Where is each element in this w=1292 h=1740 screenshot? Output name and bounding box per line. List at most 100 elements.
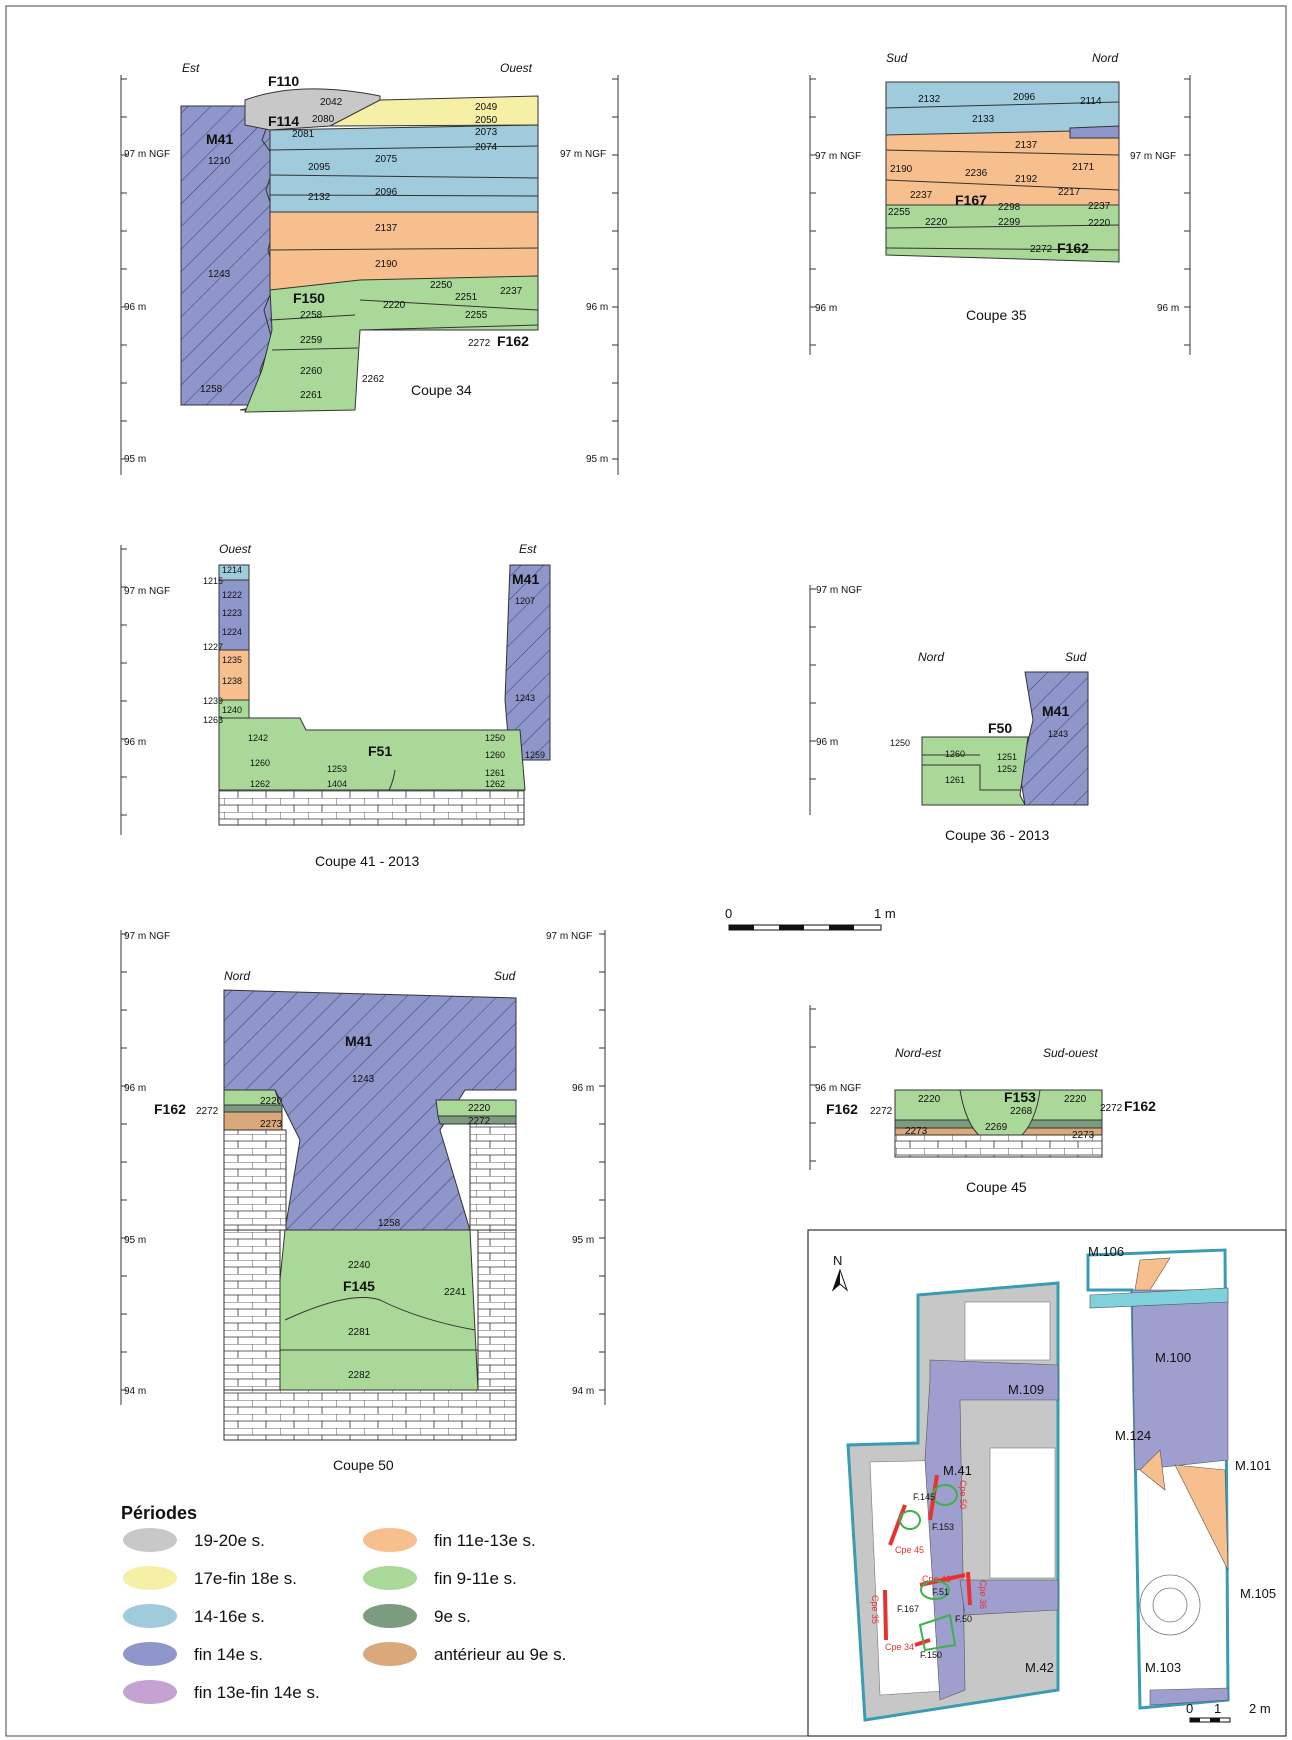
legend-swatch [363,1528,417,1552]
plan-wall-label: M.109 [1008,1382,1044,1397]
legend-item: fin 9-11e s. [363,1566,517,1590]
us-label: 1261 [945,775,965,785]
us-label: 2217 [1058,187,1081,198]
plan-wall-label: M.106 [1088,1244,1124,1259]
legend-item: 14-16e s. [123,1604,265,1628]
coupe36-m41: M41 [1042,703,1069,719]
coupe35-axis-96: 96 m [815,303,837,314]
us-label: 1261 [485,768,505,778]
coupe35-f162: F162 [1057,240,1089,256]
coupe34-axis-95: 95 m [124,454,146,465]
plan-feature-label: F.50 [955,1614,972,1624]
us-label: 2250 [430,280,453,291]
us-label: 2095 [308,162,331,173]
coupe35-west-label: Sud [886,51,908,65]
plan-scale-label: 1 [1214,1701,1221,1716]
legend-swatch [123,1642,177,1666]
coupe36-axis-97: 97 m NGF [816,585,862,596]
us-label: 2273 [260,1119,283,1130]
coupe41-axis-96: 96 m [124,737,146,748]
us-label: 2240 [348,1260,371,1271]
legend-item: fin 13e-fin 14e s. [123,1680,320,1704]
legend-label: fin 11e-13e s. [434,1531,536,1550]
plan-wall-label: M.103 [1145,1660,1181,1675]
us-label: 2132 [918,94,941,105]
legend-item: 9e s. [363,1604,471,1628]
coupe45-axis-96: 96 m NGF [815,1083,861,1094]
us-label: 1251 [997,752,1017,762]
us-label: 1259 [525,750,545,760]
coupe35-caption: Coupe 35 [966,307,1027,323]
coupe-45: Nord-est Sud-ouest F153 F162 F162 Coupe … [809,1005,1156,1195]
us-label: 2269 [985,1122,1008,1133]
us-label: 2075 [375,154,398,165]
legend-label: 19-20e s. [194,1531,265,1550]
us-label: 1262 [485,779,505,789]
us-label: 2220 [1064,1094,1087,1105]
us-label: 1253 [327,764,347,774]
us-label: 1238 [222,676,242,686]
coupe34-east-label: Ouest [500,61,533,75]
us-label: 1210 [208,156,231,167]
plan-wall-label: M.105 [1240,1586,1276,1601]
coupe41-west-label: Ouest [219,542,252,556]
plan-cut-label: Cpe 41 [922,1574,951,1584]
legend-item: antérieur au 9e s. [363,1642,566,1666]
coupe45-west-label: Nord-est [895,1046,942,1060]
us-label: 1224 [222,627,242,637]
plan-wall-label: M.101 [1235,1458,1271,1473]
plan-north: N [833,1253,842,1268]
coupe34-axis-r95: 95 m [586,454,608,465]
us-label: 2262 [362,374,385,385]
legend-item: 19-20e s. [123,1528,265,1552]
plan-feature-label: F.51 [932,1587,949,1597]
us-label: 1235 [222,655,242,665]
coupe50-west-label: Nord [224,969,250,983]
us-label: 2237 [910,190,933,201]
us-label: 1258 [378,1218,401,1229]
plan-wall-label: M.42 [1025,1660,1054,1675]
coupe34-axis-96: 96 m [124,302,146,313]
coupe36-west-label: Nord [918,650,944,664]
us-label: 1243 [1048,729,1068,739]
us-label: 2281 [348,1327,371,1338]
coupe50-m41: M41 [345,1033,372,1049]
legend-label: fin 14e s. [194,1645,263,1664]
legend-swatch [363,1642,417,1666]
plan-cut-label: Cpe 36 [978,1580,988,1609]
coupe36-caption: Coupe 36 - 2013 [945,827,1050,843]
us-label: 1250 [890,738,910,748]
coupe35-axis-r96: 96 m [1157,303,1179,314]
plan-feature-label: F.167 [897,1604,919,1614]
us-label: 1252 [997,764,1017,774]
legend-label: fin 13e-fin 14e s. [194,1683,320,1702]
us-label: 1240 [222,705,242,715]
us-label: 1243 [352,1074,375,1085]
us-label: 2171 [1072,162,1095,173]
scale-bar: 0 1 m [725,906,896,931]
us-label: 2133 [972,114,995,125]
coupe41-m41: M41 [512,571,539,587]
coupe50-axis-r94: 94 m [572,1386,594,1397]
us-label: 2050 [475,115,498,126]
legend-label: 14-16e s. [194,1607,265,1626]
coupe41-east-label: Est [519,542,537,556]
legend-swatch [123,1566,177,1590]
us-label: 2220 [383,300,406,311]
coupe35-f167: F167 [955,192,987,208]
coupe50-caption: Coupe 50 [333,1457,394,1473]
legend-label: antérieur au 9e s. [434,1645,566,1664]
plan-cut-label: Cpe 34 [885,1642,914,1652]
plan-feature-label: F.153 [932,1522,954,1532]
scale-zero: 0 [725,906,732,921]
us-label: 2298 [998,202,1021,213]
legend-title: Périodes [121,1503,197,1523]
plan-cut-label: Cpe 50 [958,1480,968,1509]
us-label: 1263 [203,715,223,725]
coupe34-f114: F114 [268,113,299,129]
us-label: 2096 [375,187,398,198]
coupe41-caption: Coupe 41 - 2013 [315,853,420,869]
us-label: 1260 [485,750,505,760]
coupe41-f51: F51 [368,743,392,759]
